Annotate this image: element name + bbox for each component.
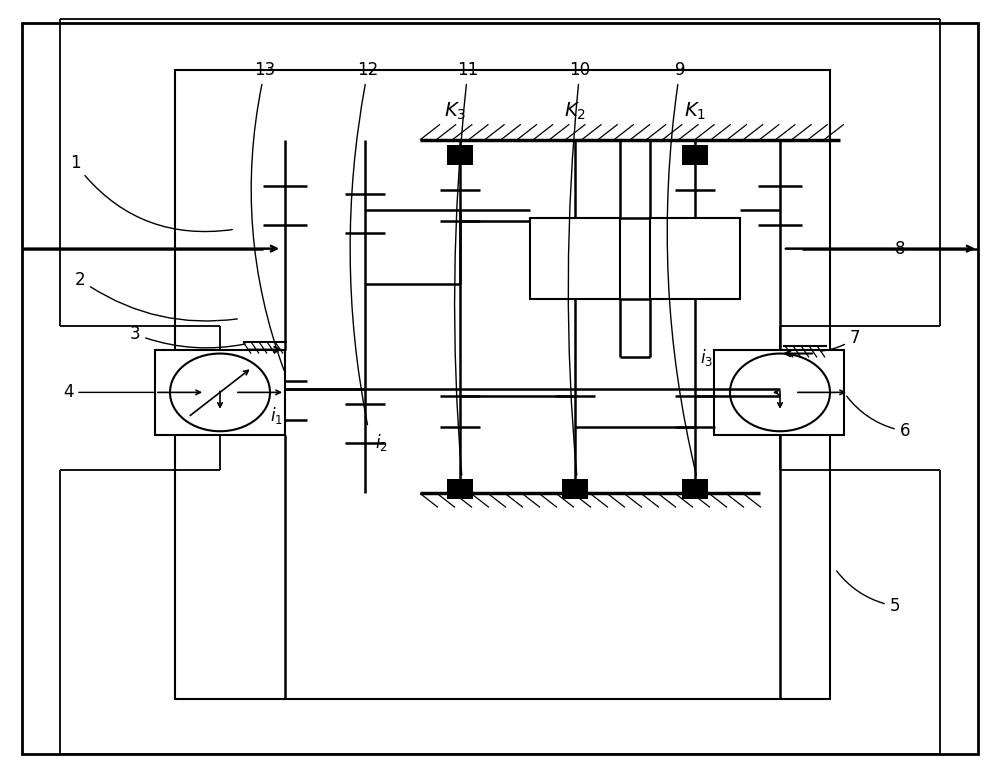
- Bar: [447, 479, 473, 499]
- Bar: [714, 350, 844, 435]
- Text: $i_3$: $i_3$: [700, 347, 713, 368]
- Text: 4: 4: [63, 383, 154, 402]
- Text: 7: 7: [821, 329, 860, 351]
- Text: 8: 8: [843, 239, 905, 258]
- Text: 6: 6: [847, 396, 910, 441]
- Bar: [175, 70, 830, 699]
- Text: 2: 2: [75, 270, 237, 321]
- Text: $K_3$: $K_3$: [444, 100, 466, 122]
- Text: 1: 1: [70, 154, 232, 232]
- Bar: [562, 479, 588, 499]
- Bar: [530, 218, 620, 299]
- Text: $i_1$: $i_1$: [270, 405, 283, 427]
- Text: 12: 12: [350, 61, 379, 424]
- Bar: [447, 145, 473, 165]
- Text: 9: 9: [667, 61, 696, 476]
- Text: 5: 5: [837, 571, 900, 615]
- Bar: [155, 350, 285, 435]
- Text: 11: 11: [455, 61, 479, 475]
- Text: 3: 3: [130, 325, 245, 348]
- Bar: [682, 145, 708, 165]
- Text: $K_2$: $K_2$: [564, 100, 586, 122]
- Bar: [650, 218, 740, 299]
- Text: 13: 13: [251, 61, 284, 371]
- Text: $K_1$: $K_1$: [684, 100, 706, 122]
- Bar: [682, 479, 708, 499]
- Text: $i_2$: $i_2$: [375, 432, 388, 454]
- Text: 10: 10: [568, 61, 591, 475]
